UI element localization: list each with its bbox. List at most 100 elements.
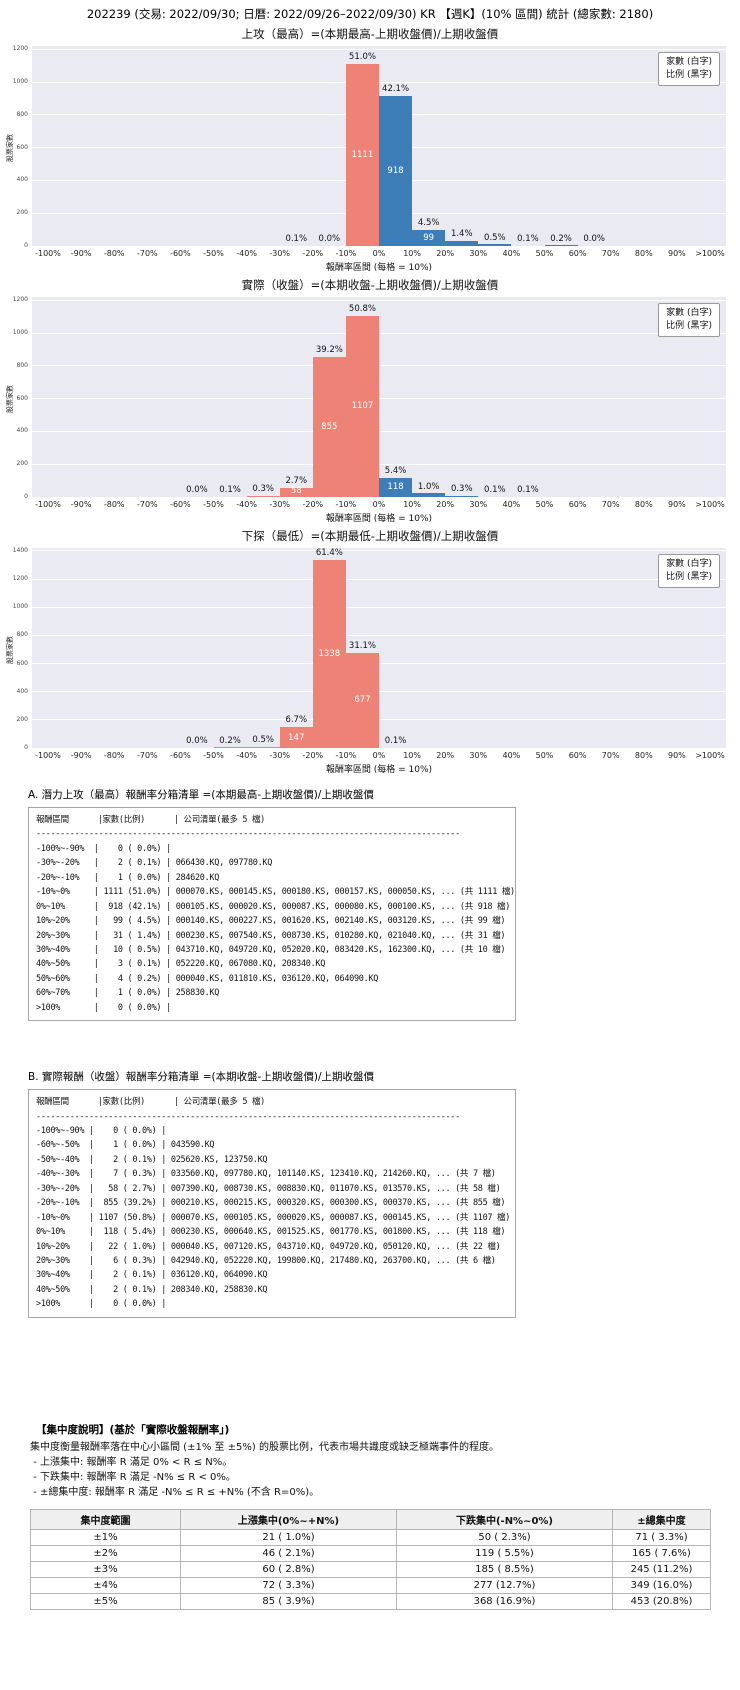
histogram-bar: [478, 244, 512, 246]
histogram-bar: [345, 63, 379, 246]
table-header-cell: 上漲集中(0%~+N%): [180, 1508, 397, 1530]
x-tick-label: -20%: [302, 500, 324, 509]
table-row: ±1% 21 ( 1.0%) 50 ( 2.3%) 71 ( 3.3%): [30, 1528, 711, 1546]
x-tick-label: -70%: [136, 249, 158, 258]
y-tick-label: 1200: [12, 296, 28, 304]
histogram-bar: [312, 356, 346, 497]
table-cell: 119 ( 5.5%): [396, 1544, 613, 1562]
bar-count-label: 1111: [351, 150, 374, 161]
chart-upside-title: 上攻（最高）=(本期最高-上期收盤價)/上期收盤價: [241, 27, 499, 41]
histogram-bar: [379, 95, 413, 246]
text-line: 50%~60% | 4 ( 0.2%) | 000040.KS, 011810.…: [36, 973, 379, 984]
gridline: [32, 719, 726, 721]
bar-count-label: 855: [321, 422, 338, 433]
text-line: -100%~-90% | 0 ( 0.0%) |: [36, 1126, 167, 1136]
table-cell: 453 (20.8%): [612, 1592, 711, 1610]
x-tick-label: 30%: [469, 500, 488, 509]
x-tick-label: 0%: [372, 249, 386, 258]
x-tick-label: 40%: [502, 751, 521, 760]
text-line: - 下跌集中: 報酬率 R 滿足 -N% ≤ R < 0%。: [30, 1471, 236, 1483]
legend-ratio-label: 比例 (黑字): [666, 572, 712, 583]
bar-percent-label: 50.8%: [348, 303, 376, 314]
y-tick-label: 200: [16, 460, 28, 468]
legend-counts-label: 家數 (白字): [666, 57, 712, 67]
text-line: - 上漲集中: 報酬率 R 滿足 0% < R ≤ N%。: [30, 1456, 233, 1468]
histogram-bar: [412, 493, 446, 497]
x-tick-label: -60%: [170, 751, 191, 760]
y-tick-label: 400: [16, 427, 28, 435]
x-axis-label: 報酬率區間 (每格 = 10%): [325, 514, 433, 524]
x-tick-label: 20%: [436, 751, 455, 760]
histogram-bar: [279, 727, 313, 748]
text-line: 10%~20% | 22 ( 1.0%) | 000040.KS, 007120…: [36, 1241, 501, 1252]
chart-downside-low: 下探（最低）=(本期最低-上期收盤價)/上期收盤價 股票家數 家數 (白字) 比…: [0, 528, 740, 775]
x-tick-label: -80%: [103, 751, 125, 760]
text-line: >100% | 0 ( 0.0%) |: [36, 1299, 167, 1310]
histogram-plot-actual: 家數 (白字) 比例 (黑字) 0 200 400 600 800 1000 1200 -10…: [13, 297, 726, 509]
y-tick-label: 200: [16, 209, 28, 217]
x-tick-label: 10%: [403, 500, 421, 509]
gridline: [32, 398, 726, 400]
x-tick-label: -50%: [203, 249, 224, 258]
text-line: 40%~50% | 2 ( 0.1%) | 208340.KQ, 258830.…: [36, 1284, 268, 1295]
bar-percent-label: 0.0%: [186, 736, 208, 747]
legend-ratio-label: 比例 (黑字): [666, 70, 712, 81]
bar-percent-label: 0.0%: [186, 485, 208, 495]
bar-percent-label: 0.1%: [517, 233, 539, 244]
y-tick-label: 1000: [12, 78, 28, 86]
text-line: 30%~40% | 2 ( 0.1%) | 036120.KQ, 064090.…: [36, 1270, 268, 1281]
bar-percent-label: 0.0%: [318, 234, 341, 244]
bar-percent-label: 0.0%: [583, 234, 605, 244]
table-cell: 368 (16.9%): [396, 1592, 613, 1610]
section-a-heading: A. 潛力上攻（最高）報酬率分箱清單 =(本期最高-上期收盤價)/上期收盤價: [28, 789, 374, 801]
legend-counts-label: 家數 (白字): [666, 308, 712, 318]
page-title: 202239 (交易: 2022/09/30; 日曆: 2022/09/26–2…: [86, 7, 654, 21]
bar-count-label: 147: [288, 732, 305, 743]
x-tick-label: -100%: [35, 249, 61, 258]
gridline: [32, 691, 726, 693]
x-tick-label: -100%: [35, 500, 61, 509]
text-line: 10%~20% | 99 ( 4.5%) | 000140.KS, 000227…: [36, 916, 506, 927]
chart-actual-close: 實際（收盤）=(本期收盤-上期收盤價)/上期收盤價 股票家數 家數 (白字) 比…: [0, 277, 740, 524]
y-tick-label: 1400: [12, 546, 28, 554]
concentration-table: 集中度範圍 上漲集中(0%~+N%) 下跌集中(-N%~0%) ±總集中度 ±1% 21 …: [30, 1508, 711, 1610]
x-tick-label: -40%: [236, 249, 257, 258]
table-row: ±4% 72 ( 3.3%) 277 (12.7%) 349 (16.0%): [30, 1576, 711, 1594]
table-cell: ±4%: [30, 1576, 181, 1594]
x-tick-label: -20%: [302, 751, 324, 760]
gridline: [32, 578, 726, 580]
gridline: [32, 430, 726, 432]
text-line: 20%~30% | 6 ( 0.3%) | 042940.KQ, 052220.…: [36, 1255, 496, 1266]
table-cell: 46 ( 2.1%): [180, 1544, 397, 1562]
x-tick-label: -10%: [335, 249, 357, 258]
histogram-bar: [246, 746, 280, 748]
legend-ratio-label: 比例 (黑字): [666, 321, 712, 332]
x-tick-label: -30%: [269, 500, 291, 509]
x-tick-label: 90%: [668, 500, 686, 509]
y-tick-label: 0: [24, 242, 28, 249]
text-line: -20%~-10% | 855 (39.2%) | 000210.KS, 000…: [36, 1198, 506, 1209]
x-tick-label: 10%: [403, 249, 421, 258]
x-tick-label: -80%: [103, 500, 125, 509]
bar-percent-label: 5.4%: [384, 465, 407, 476]
text-line: 20%~30% | 31 ( 1.4%) | 000230.KS, 007540…: [36, 930, 506, 941]
bar-count-label: 99: [423, 233, 435, 244]
y-tick-label: 0: [24, 493, 28, 500]
y-axis-label: 股票家數: [6, 636, 14, 664]
table-cell: 72 ( 3.3%): [180, 1576, 397, 1594]
y-tick-label: 1200: [12, 575, 28, 582]
gridline: [32, 81, 726, 83]
x-tick-label: >100%: [695, 751, 725, 760]
text-line: -20%~-10% | 1 ( 0.0%) | 284620.KQ: [36, 872, 220, 883]
y-tick-label: 800: [16, 110, 28, 118]
text-line: >100% | 0 ( 0.0%) |: [36, 1002, 171, 1013]
legend-box: 家數 (白字) 比例 (黑字): [658, 52, 720, 87]
bar-percent-label: 31.1%: [348, 640, 376, 651]
table-cell: 349 (16.0%): [612, 1576, 711, 1594]
y-tick-label: 400: [16, 687, 28, 695]
gridline: [32, 606, 726, 608]
bar-percent-label: 0.1%: [285, 233, 308, 244]
x-tick-label: 30%: [469, 751, 488, 760]
x-tick-label: 70%: [601, 500, 620, 509]
table-cell: 60 ( 2.8%): [180, 1560, 397, 1578]
